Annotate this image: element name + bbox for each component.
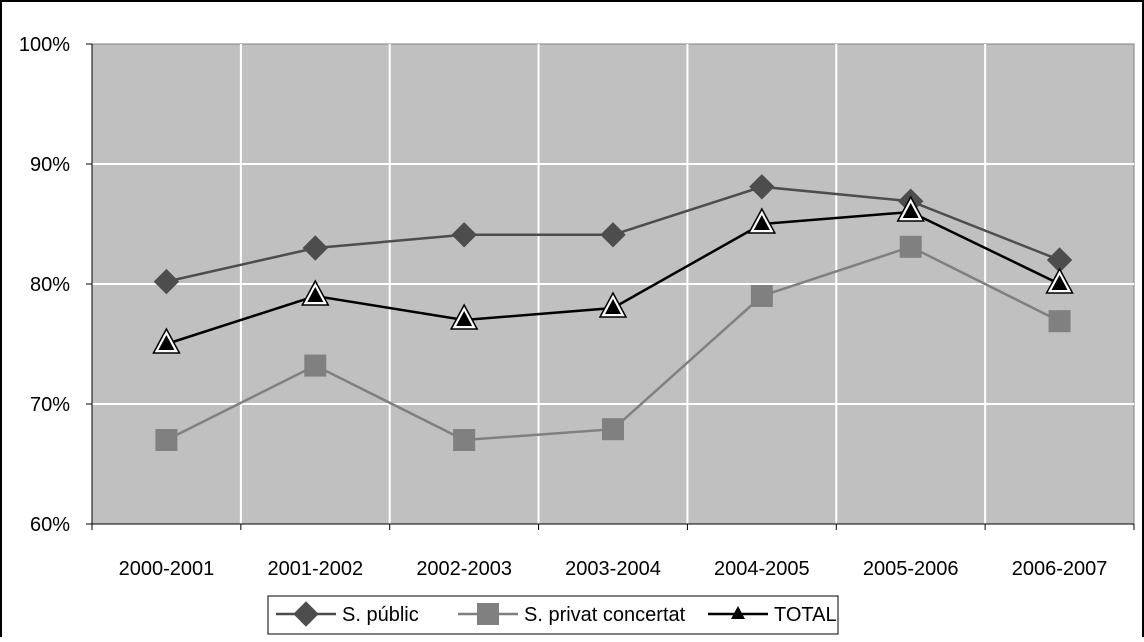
legend-label: S. públic: [342, 604, 419, 626]
x-tick-label: 2004-2005: [714, 558, 810, 580]
data-point: [747, 207, 777, 234]
legend-label: TOTAL: [774, 604, 837, 626]
legend-marker: [293, 601, 319, 627]
triangle-fill: [605, 299, 621, 314]
data-point: [750, 285, 773, 307]
data-point: [749, 174, 775, 200]
legend: S. públic S. privat concertat TOTAL: [267, 595, 839, 635]
data-point: [600, 222, 626, 248]
data-point: [304, 354, 327, 377]
legend-marker: [731, 606, 745, 619]
data-point: [899, 235, 922, 258]
legend-item: S. privat concertat: [458, 603, 686, 626]
y-tick-label: 90%: [30, 154, 70, 176]
data-point: [155, 429, 178, 451]
x-tick-label: 2005-2006: [863, 558, 959, 580]
data-point: [598, 291, 628, 318]
x-tick-label: 2003-2004: [565, 558, 661, 580]
data-point: [1048, 310, 1071, 333]
data-point: [152, 327, 181, 354]
y-tick-label: 60%: [30, 514, 70, 536]
data-point: [896, 195, 925, 222]
triangle-fill: [1051, 275, 1068, 290]
triangle-fill: [753, 215, 770, 230]
legend-item: S. públic: [276, 601, 419, 627]
y-tick-label: 80%: [30, 274, 70, 296]
triangle-fill: [456, 311, 473, 326]
triangle-fill: [902, 203, 919, 218]
legend-label: S. privat concertat: [524, 604, 686, 626]
series-1: [155, 235, 1071, 451]
triangle-fill: [307, 287, 324, 302]
x-tick-label: 2002-2003: [416, 558, 512, 580]
data-point: [153, 268, 180, 295]
x-tick-label: 2001-2002: [267, 558, 363, 580]
triangle-fill: [158, 335, 175, 350]
y-tick-label: 70%: [30, 394, 70, 416]
data-point: [449, 303, 479, 330]
y-tick-label: 100%: [19, 34, 70, 56]
data-point: [602, 418, 624, 441]
tick-labels: 60% 70% 80% 90% 100% 2000-2001 2001-2002 2002-2…: [19, 34, 1108, 580]
legend-marker: [477, 603, 499, 625]
data-point: [1045, 267, 1074, 294]
grid-lines: [92, 44, 1134, 524]
data-point: [302, 235, 328, 261]
series-group: [152, 174, 1074, 451]
series-2: [152, 195, 1074, 354]
axes: [86, 43, 1135, 530]
data-point: [301, 279, 330, 306]
x-tick-label: 2006-2007: [1012, 558, 1108, 580]
x-tick-label: 2000-2001: [119, 558, 215, 580]
data-point: [453, 429, 476, 451]
data-point: [451, 222, 477, 248]
legend-item: TOTAL: [708, 604, 837, 626]
